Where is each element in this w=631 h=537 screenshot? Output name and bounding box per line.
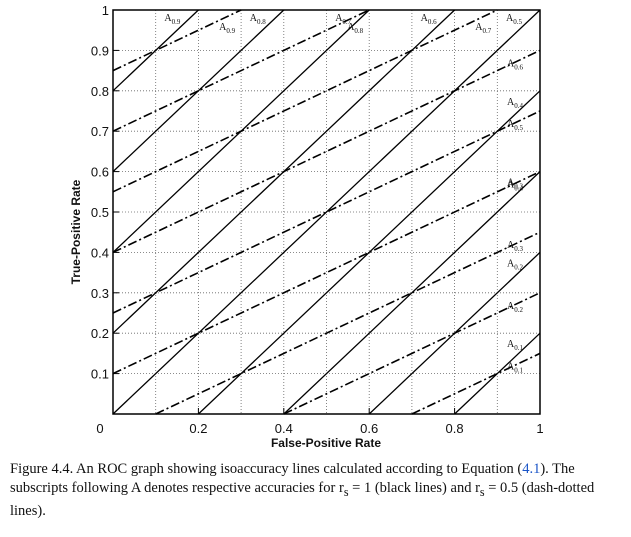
y-tick-label: 1 bbox=[102, 3, 109, 18]
x-tick-label: 0.6 bbox=[360, 421, 378, 436]
figure-caption: Figure 4.4. An ROC graph showing isoaccu… bbox=[10, 460, 620, 521]
line-label-dashdot: A0.4 bbox=[507, 180, 523, 193]
isoaccuracy-line-dashdot bbox=[112, 49, 541, 254]
y-tick-label: 0.5 bbox=[91, 205, 109, 220]
line-label-dashdot: A0.9 bbox=[219, 22, 235, 35]
x-tick-label: 1 bbox=[536, 421, 543, 436]
isoaccuracy-line-dashdot bbox=[112, 9, 242, 72]
isoaccuracy-lines bbox=[112, 9, 541, 415]
isoaccuracy-line-dashdot bbox=[112, 9, 498, 193]
isoaccuracy-line-solid bbox=[112, 9, 285, 173]
caption-text-1: Figure 4.4. An ROC graph showing isoaccu… bbox=[10, 461, 523, 477]
line-label-dashdot: A0.3 bbox=[507, 240, 523, 253]
caption-text-3: = 1 (black lines) and r bbox=[348, 480, 480, 496]
y-axis-title: True-Positive Rate bbox=[69, 179, 83, 284]
y-tick-label: 0.2 bbox=[91, 326, 109, 341]
line-label-dashdot: A0.8 bbox=[347, 22, 363, 35]
caption-subscript-1: s bbox=[343, 484, 349, 499]
isoaccuracy-line-solid bbox=[197, 90, 541, 415]
line-label-solid: A0.9 bbox=[164, 13, 180, 26]
line-label-dashdot: A0.6 bbox=[507, 58, 523, 71]
axis-ticks: 0 0.2 0.4 0.6 0.8 1 0.1 0.2 0.3 0.4 0.5 0.6 0.7 0.8 0.… bbox=[91, 3, 544, 436]
y-tick-label: 0.1 bbox=[91, 367, 109, 382]
y-tick-label: 0.3 bbox=[91, 286, 109, 301]
caption-text-2: ). The subscripts following A denotes re… bbox=[10, 461, 575, 496]
isoaccuracy-line-solid bbox=[454, 332, 541, 415]
line-label-dashdot: A0.7 bbox=[475, 22, 491, 35]
x-tick-label: 0 bbox=[96, 421, 103, 436]
isoaccuracy-line-dashdot bbox=[155, 231, 541, 415]
line-label-solid: A0.1 bbox=[507, 339, 523, 352]
line-label-dashdot: A0.5 bbox=[507, 119, 523, 132]
isoaccuracy-line-dashdot bbox=[112, 170, 541, 375]
line-label-solid: A0.4 bbox=[507, 97, 523, 110]
isoaccuracy-line-solid bbox=[112, 9, 541, 415]
equation-reference-link[interactable]: 4.1 bbox=[522, 461, 541, 477]
y-tick-label: 0.8 bbox=[91, 84, 109, 99]
isoaccuracy-line-solid bbox=[283, 171, 541, 415]
caption-text-4: = 0.5 (dash-dotted lines). bbox=[10, 480, 595, 519]
y-tick-label: 0.9 bbox=[91, 43, 109, 58]
isoaccuracy-line-dashdot bbox=[411, 352, 541, 415]
line-label-dashdot: A0.2 bbox=[507, 301, 523, 314]
x-tick-label: 0.8 bbox=[446, 421, 464, 436]
y-tick-label: 0.7 bbox=[91, 124, 109, 139]
x-tick-label: 0.2 bbox=[189, 421, 207, 436]
x-axis-title: False-Positive Rate bbox=[271, 436, 381, 450]
line-label-solid: A0.8 bbox=[250, 13, 266, 26]
line-label-solid: A0.6 bbox=[421, 13, 437, 26]
line-label-solid: A0.2 bbox=[507, 258, 523, 271]
isoaccuracy-line-dashdot bbox=[112, 9, 370, 132]
y-tick-label: 0.6 bbox=[91, 165, 109, 180]
line-label-dashdot: A0.1 bbox=[507, 361, 523, 374]
isoaccuracy-line-dashdot bbox=[283, 292, 541, 415]
y-tick-label: 0.4 bbox=[91, 245, 109, 260]
line-label-solid: A0.5 bbox=[506, 13, 522, 26]
line-labels: A0.9 A0.8 A0.7 A0.6 A0.5 A0.4 A0.3 A0.2 A0.1 A0.9… bbox=[164, 13, 523, 374]
caption-subscript-2: s bbox=[479, 484, 485, 499]
isoaccuracy-line-dashdot bbox=[112, 110, 541, 314]
roc-chart: A0.9 A0.8 A0.7 A0.6 A0.5 A0.4 A0.3 A0.2 A0.1 A0.9… bbox=[69, 3, 544, 450]
x-tick-label: 0.4 bbox=[275, 421, 293, 436]
